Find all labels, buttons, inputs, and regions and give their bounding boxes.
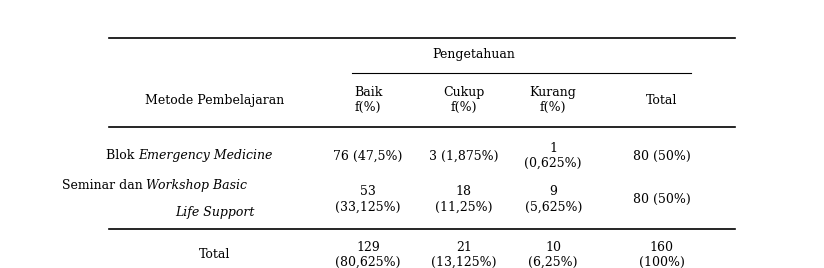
- Text: Pengetahuan: Pengetahuan: [432, 48, 515, 61]
- Text: Kurang
f(%): Kurang f(%): [530, 86, 577, 114]
- Text: Workshop Basic: Workshop Basic: [147, 179, 247, 192]
- Text: 160
(100%): 160 (100%): [639, 240, 685, 268]
- Text: 76 (47,5%): 76 (47,5%): [334, 150, 403, 162]
- Text: Metode Pembelajaran: Metode Pembelajaran: [145, 94, 284, 107]
- Text: 21
(13,125%): 21 (13,125%): [431, 240, 497, 268]
- Text: Total: Total: [646, 94, 677, 107]
- Text: 18
(11,25%): 18 (11,25%): [435, 185, 493, 213]
- Text: 80 (50%): 80 (50%): [633, 150, 691, 162]
- Text: Seminar dan: Seminar dan: [62, 179, 147, 192]
- Text: 1
(0,625%): 1 (0,625%): [524, 142, 582, 170]
- Text: Baik
f(%): Baik f(%): [353, 86, 382, 114]
- Text: 3 (1,875%): 3 (1,875%): [429, 150, 499, 162]
- Text: 10
(6,25%): 10 (6,25%): [528, 240, 578, 268]
- Text: Cukup
f(%): Cukup f(%): [443, 86, 485, 114]
- Text: Total: Total: [199, 248, 231, 261]
- Text: 9
(5,625%): 9 (5,625%): [525, 185, 582, 213]
- Text: 80 (50%): 80 (50%): [633, 193, 691, 206]
- Text: Blok: Blok: [105, 150, 138, 162]
- Text: 129
(80,625%): 129 (80,625%): [335, 240, 400, 268]
- Text: Emergency Medicine: Emergency Medicine: [138, 150, 273, 162]
- Text: 53
(33,125%): 53 (33,125%): [335, 185, 400, 213]
- Text: Life Support: Life Support: [175, 206, 255, 219]
